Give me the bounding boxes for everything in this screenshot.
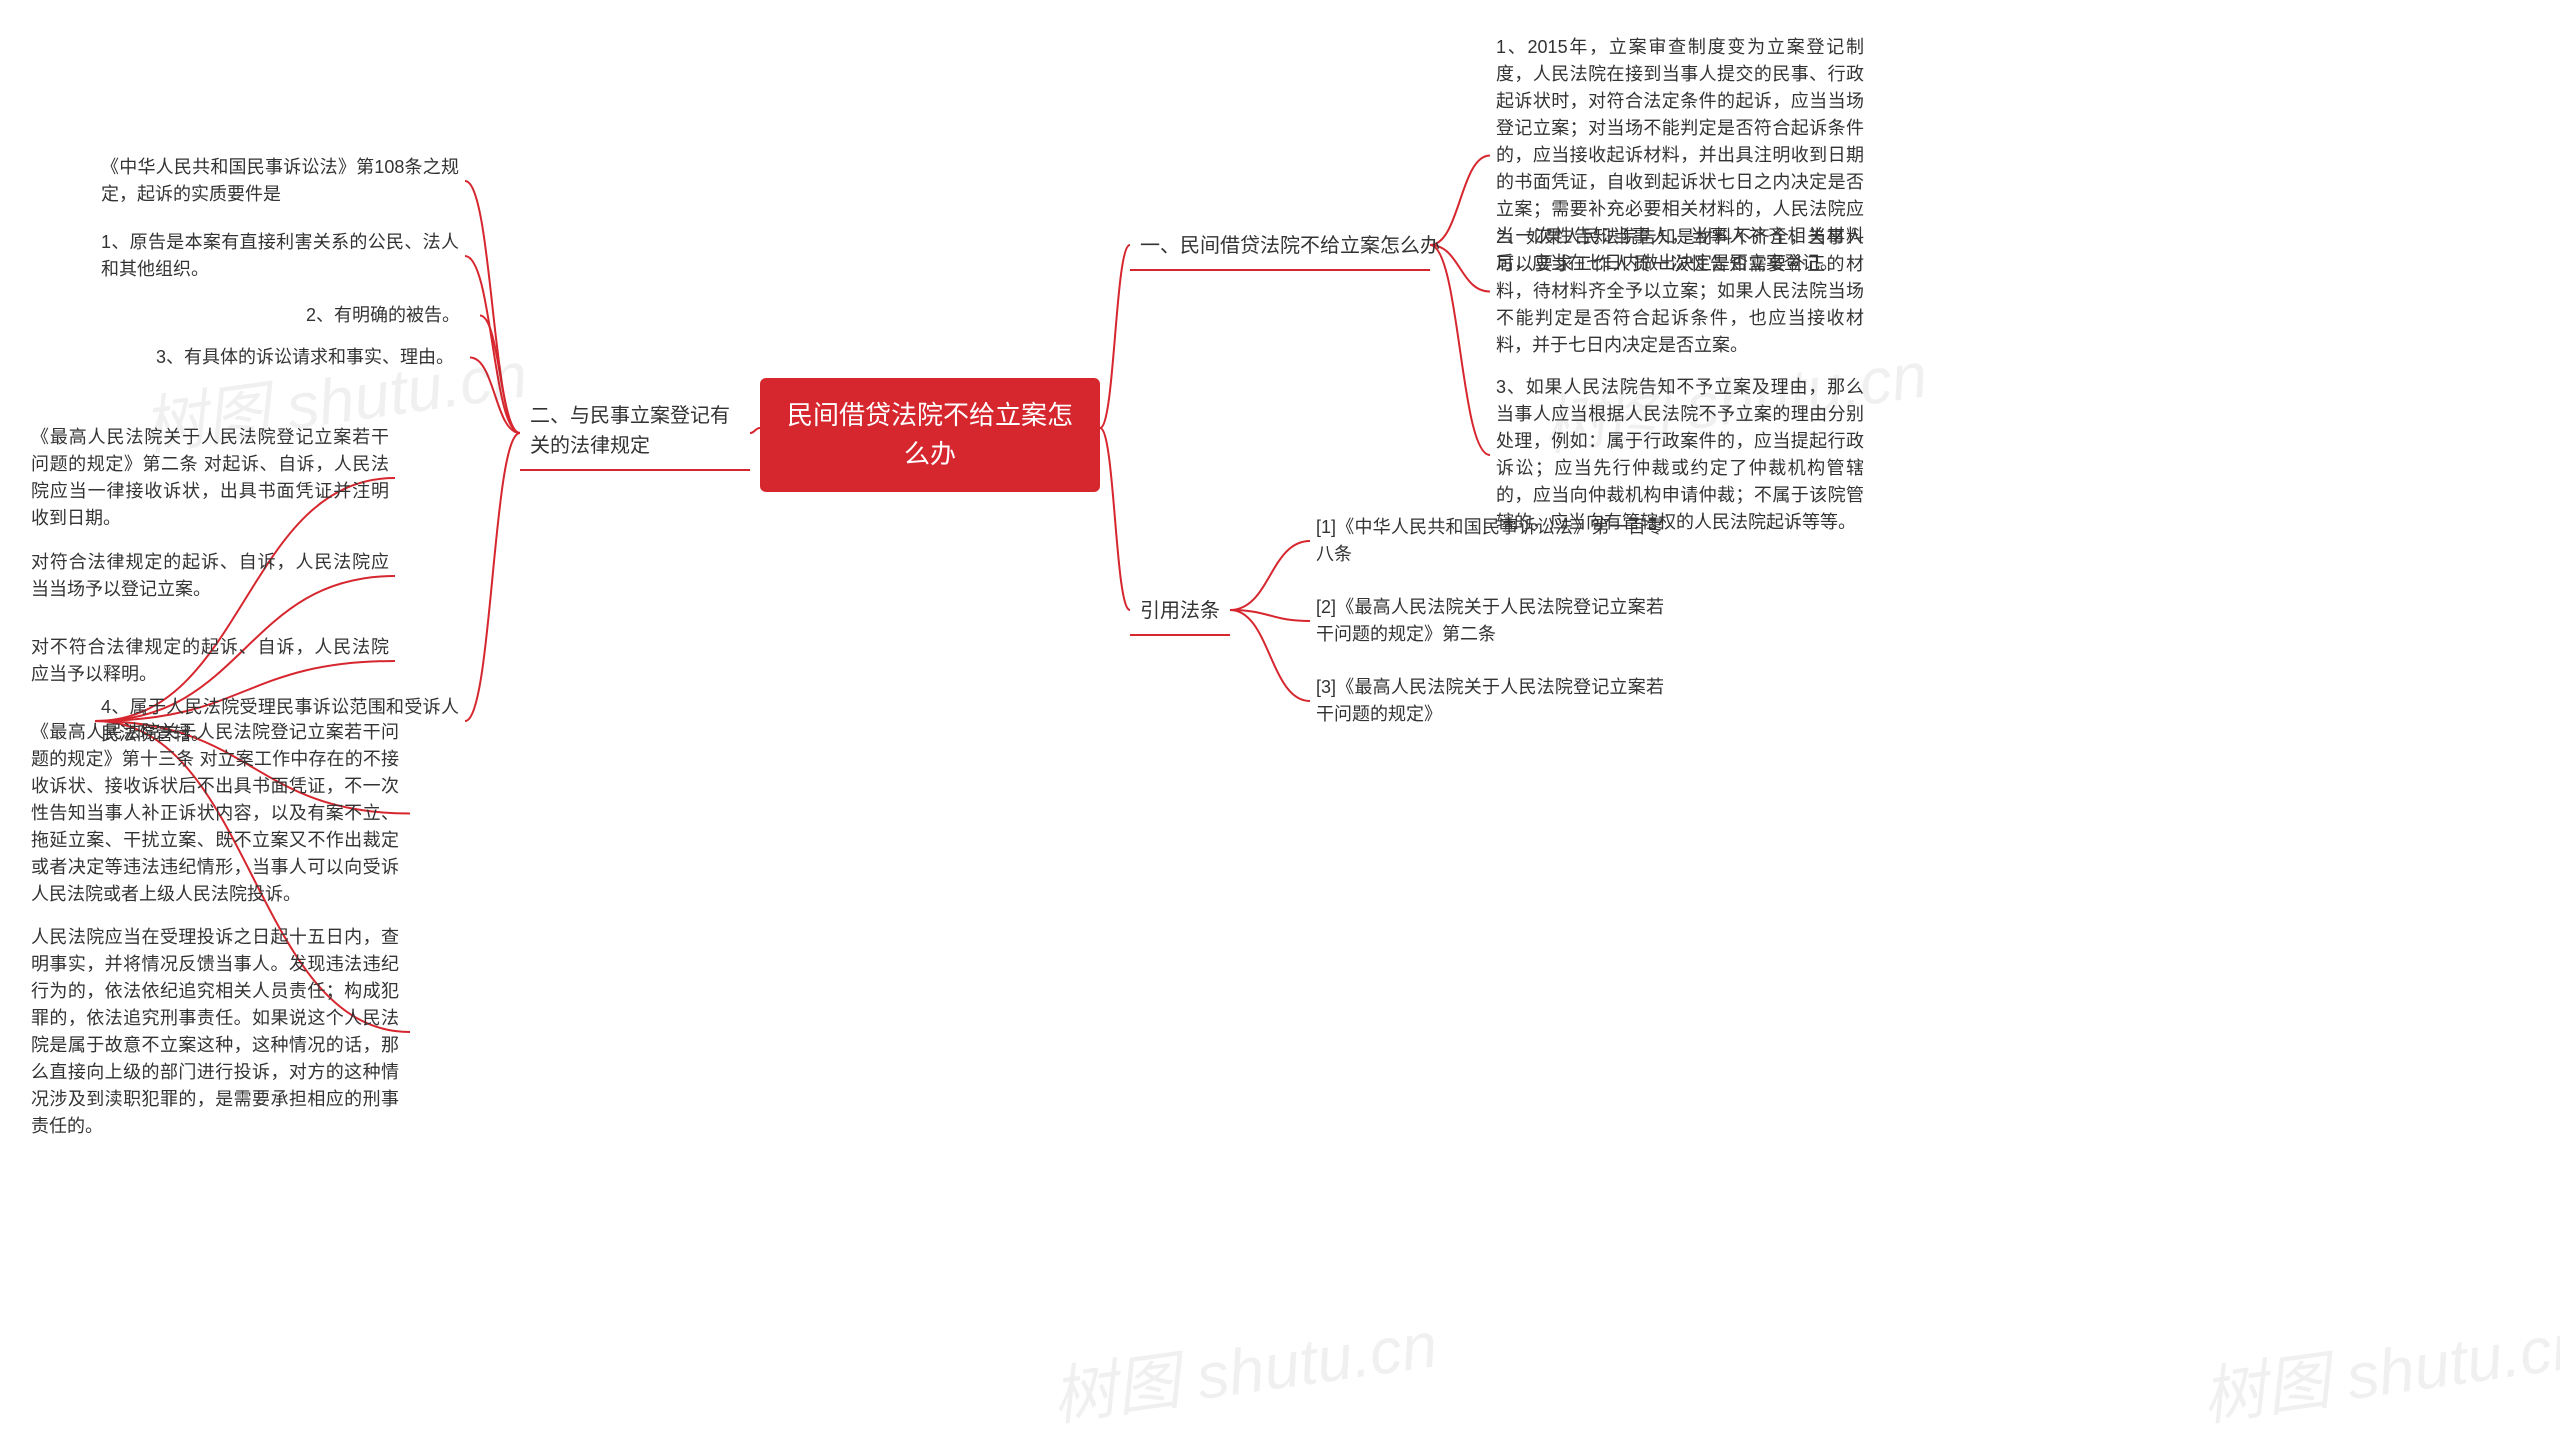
leaf-node: 2、如果人民法院告知是材料不齐全，当事人可以要求工作人员一次性告知需要补正的材料… — [1490, 220, 1870, 363]
leaf-node: 人民法院应当在受理投诉之日起十五日内，查明事实，并将情况反馈当事人。发现违法违纪… — [25, 920, 405, 1144]
branch-node-r2: 引用法条 — [1130, 590, 1230, 636]
leaf-node: [2]《最高人民法院关于人民法院登记立案若干问题的规定》第二条 — [1310, 590, 1670, 652]
leaf-node: 3、有具体的诉讼请求和事实、理由。 — [150, 340, 470, 375]
leaf-node: 1、原告是本案有直接利害关系的公民、法人和其他组织。 — [95, 225, 465, 287]
leaf-node: 《最高人民法院关于人民法院登记立案若干问题的规定》第十三条 对立案工作中存在的不… — [25, 715, 405, 912]
leaf-node: 2、有明确的被告。 — [300, 298, 480, 333]
watermark: 树图 shutu.cn — [1045, 1293, 1442, 1433]
leaf-node: [3]《最高人民法院关于人民法院登记立案若干问题的规定》 — [1310, 670, 1670, 732]
watermark: 树图 shutu.cn — [2195, 1293, 2560, 1433]
leaf-node: [1]《中华人民共和国民事诉讼法》第一百零八条 — [1310, 510, 1670, 572]
branch-node-r1: 一、民间借贷法院不给立案怎么办 — [1130, 225, 1430, 271]
leaf-node: 对不符合法律规定的起诉、自诉，人民法院应当予以释明。 — [25, 630, 395, 692]
leaf-node: 对符合法律规定的起诉、自诉，人民法院应当当场予以登记立案。 — [25, 545, 395, 607]
root-node: 民间借贷法院不给立案怎么办 — [760, 378, 1100, 492]
branch-node-l1: 二、与民事立案登记有关的法律规定 — [520, 395, 750, 471]
leaf-node: 《最高人民法院关于人民法院登记立案若干问题的规定》第二条 对起诉、自诉，人民法院… — [25, 420, 395, 536]
leaf-node: 《中华人民共和国民事诉讼法》第108条之规定，起诉的实质要件是 — [95, 150, 465, 212]
